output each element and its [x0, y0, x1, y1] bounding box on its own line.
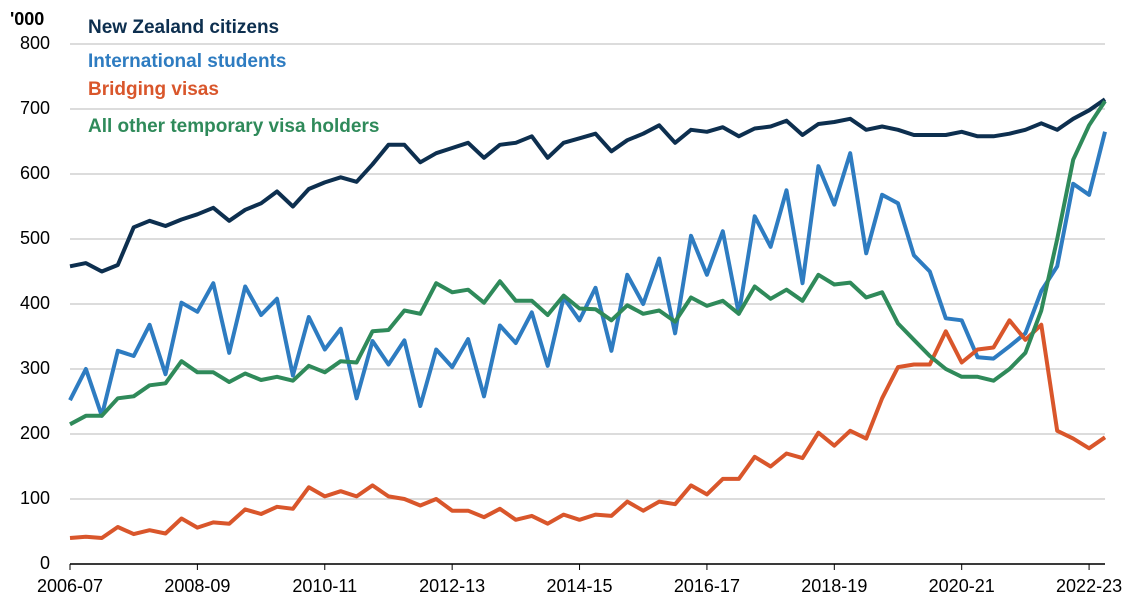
series-line	[69, 100, 1107, 427]
x-tick-label: 2014-15	[547, 576, 613, 596]
x-tick-label: 2010-11	[292, 576, 357, 596]
series-line	[69, 97, 1107, 274]
y-tick-label: 200	[20, 423, 50, 443]
y-tick-label: 500	[20, 228, 50, 248]
legend-label: All other temporary visa holders	[88, 116, 379, 137]
series-line	[68, 131, 1107, 418]
x-tick-label: 2008-09	[164, 576, 230, 596]
x-tick-label: 2018-19	[801, 576, 867, 596]
y-tick-label: 800	[20, 33, 50, 53]
y-tick-label: 100	[20, 488, 50, 508]
y-tick-label: 0	[40, 553, 50, 573]
x-tick-label: 2022-23	[1056, 576, 1122, 596]
x-tick-label: 2020-21	[929, 576, 995, 596]
y-unit-label: '000	[10, 9, 44, 29]
y-tick-label: 400	[20, 293, 50, 313]
legend-label: New Zealand citizens	[88, 17, 279, 38]
y-tick-label: 600	[20, 163, 50, 183]
legend-label: International students	[88, 51, 286, 72]
x-tick-label: 2006-07	[37, 576, 103, 596]
series-line	[69, 318, 1107, 540]
y-tick-label: 300	[20, 358, 50, 378]
y-tick-label: 700	[20, 98, 50, 118]
legend-label: Bridging visas	[88, 79, 219, 100]
x-tick-label: 2016-17	[674, 576, 740, 596]
x-tick-label: 2012-13	[419, 576, 485, 596]
